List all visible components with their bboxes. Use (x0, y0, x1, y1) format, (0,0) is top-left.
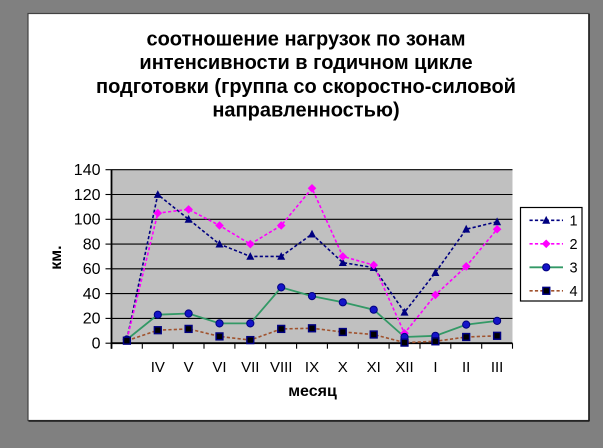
svg-text:I: I (433, 359, 437, 376)
svg-text:IX: IX (305, 359, 319, 376)
svg-text:1: 1 (570, 214, 578, 230)
svg-text:120: 120 (74, 187, 101, 204)
svg-text:соотношение нагрузок по зонам: соотношение нагрузок по зонам (146, 28, 465, 50)
svg-text:V: V (184, 359, 194, 376)
svg-text:XI: XI (367, 359, 381, 376)
svg-text:II: II (462, 359, 470, 376)
svg-text:0: 0 (92, 336, 101, 353)
svg-text:VI: VI (212, 359, 226, 376)
svg-text:40: 40 (83, 286, 101, 303)
svg-text:3: 3 (570, 261, 578, 277)
svg-text:140: 140 (74, 162, 101, 179)
svg-text:направленностью): направленностью) (212, 100, 399, 122)
svg-text:км.: км. (48, 245, 65, 269)
svg-text:100: 100 (74, 212, 101, 229)
svg-text:IV: IV (151, 359, 165, 376)
svg-text:месяц: месяц (288, 383, 337, 400)
svg-text:III: III (491, 359, 504, 376)
svg-text:20: 20 (83, 311, 101, 328)
svg-text:2: 2 (570, 237, 578, 253)
svg-text:X: X (338, 359, 348, 376)
svg-text:VIII: VIII (270, 359, 293, 376)
svg-text:подготовки (группа со скоростн: подготовки (группа со скоростно-силовой (96, 76, 516, 98)
svg-text:XII: XII (395, 359, 413, 376)
svg-text:80: 80 (83, 236, 101, 253)
svg-text:4: 4 (570, 284, 578, 300)
svg-text:интенсивности в годичном цикле: интенсивности в годичном цикле (139, 52, 472, 74)
svg-text:VII: VII (241, 359, 259, 376)
svg-text:60: 60 (83, 261, 101, 278)
